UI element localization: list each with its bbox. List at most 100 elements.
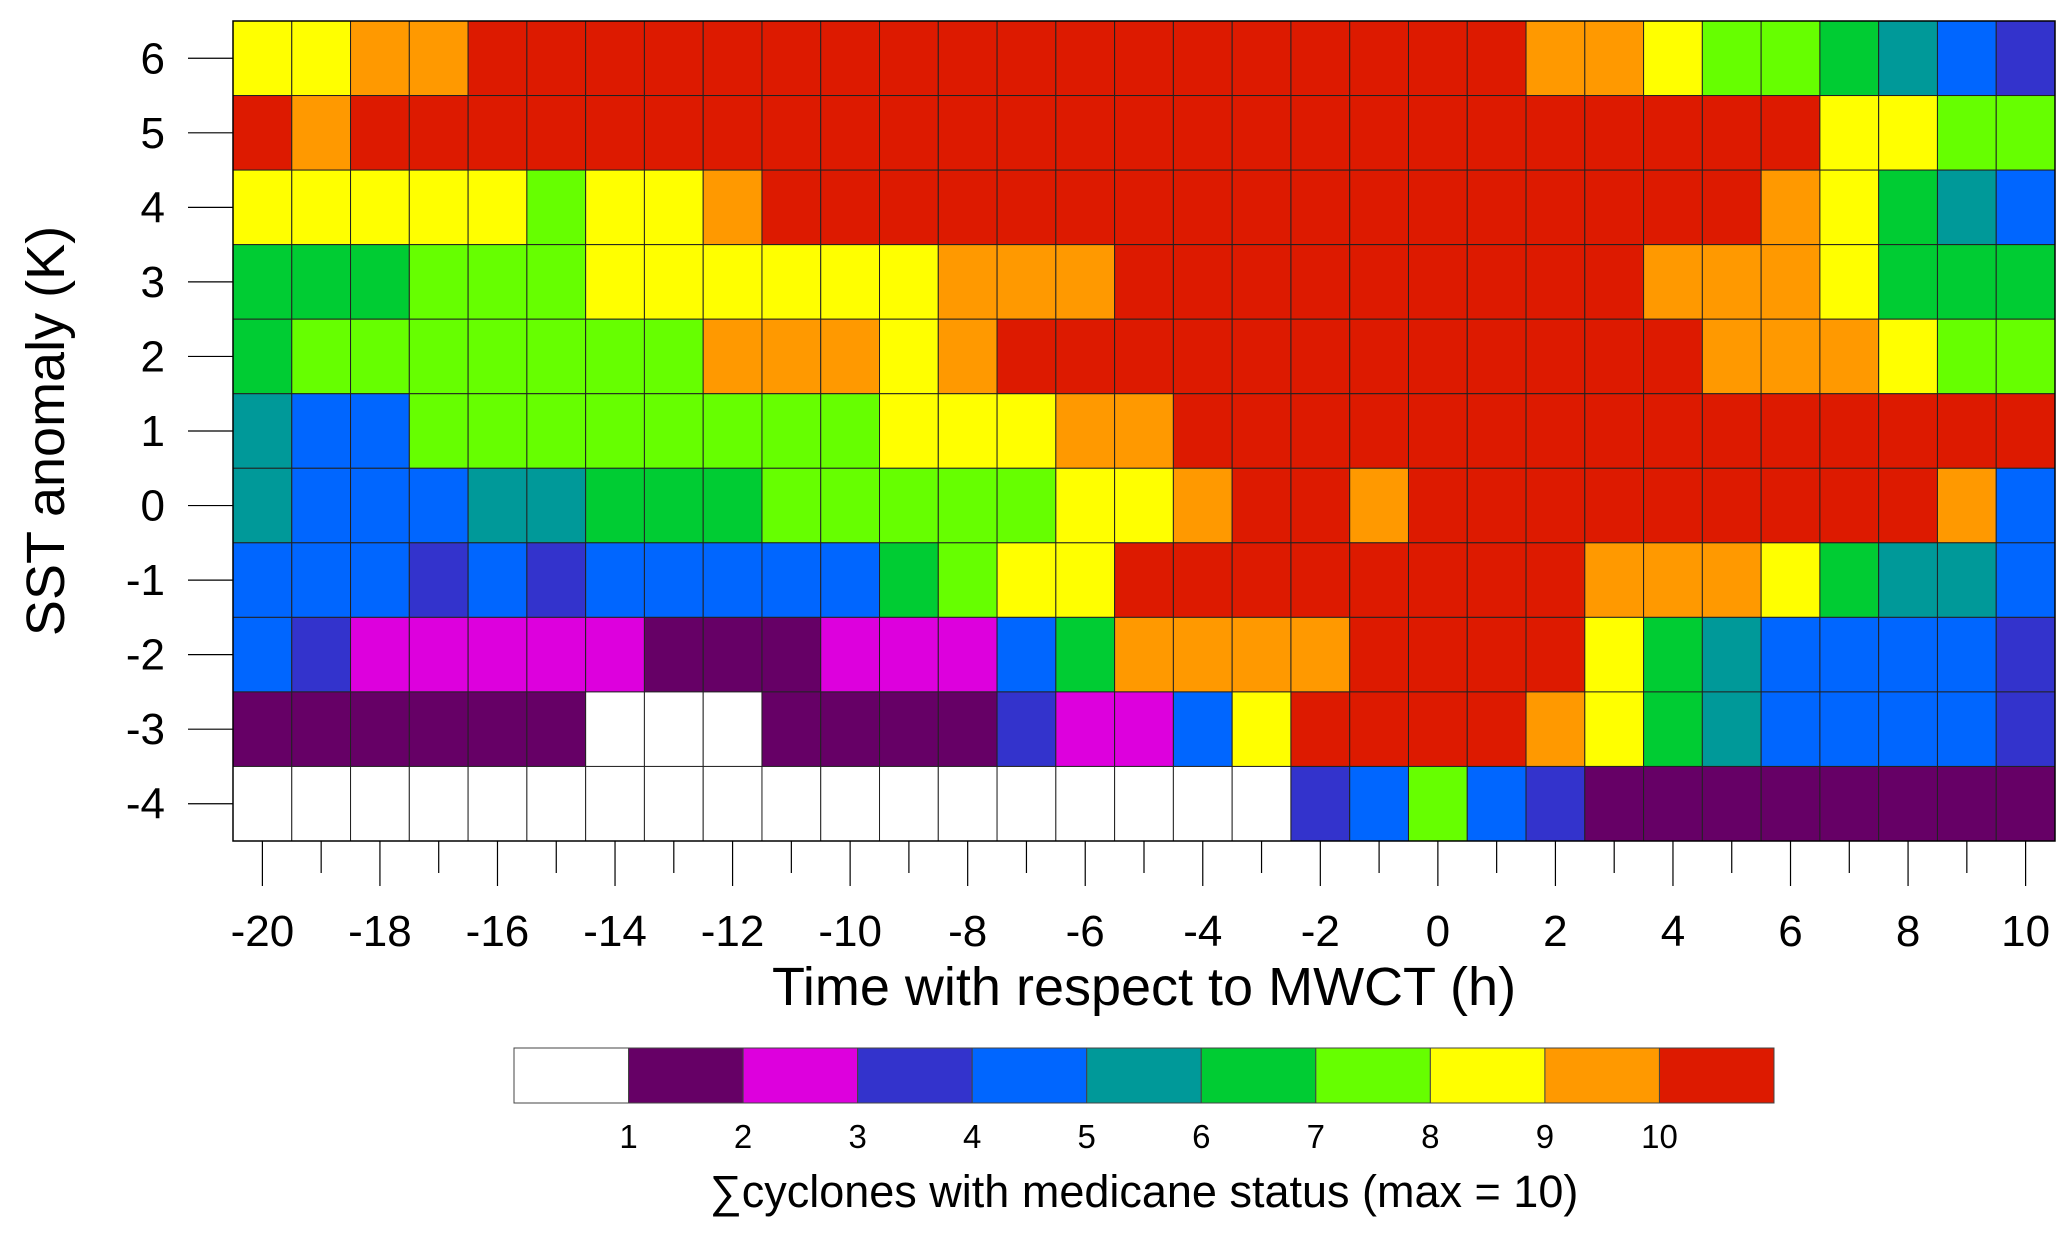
heatmap-cell	[1290, 616, 1351, 693]
heatmap-cell	[879, 244, 939, 320]
heatmap-cell	[1172, 95, 1233, 171]
heatmap-cell	[879, 467, 939, 544]
heatmap-cell	[1407, 691, 1468, 767]
heatmap-cell	[350, 244, 410, 320]
heatmap-cell	[1055, 616, 1116, 693]
heatmap-cell	[1231, 244, 1292, 320]
heatmap-cell	[291, 95, 352, 171]
y-tick-label: 4	[141, 183, 165, 232]
heatmap-cell	[1643, 95, 1703, 171]
heatmap-cell	[1878, 542, 1938, 618]
heatmap-cell	[937, 616, 998, 693]
heatmap-cell	[408, 169, 469, 246]
heatmap-cell	[1407, 318, 1468, 395]
heatmap-cell	[1936, 393, 1997, 469]
heatmap-cell	[1290, 765, 1351, 842]
heatmap-cell	[1349, 318, 1409, 395]
colorbar-tick-label: 6	[1192, 1118, 1210, 1155]
heatmap-cell	[1349, 95, 1409, 171]
heatmap-cell	[1584, 616, 1645, 693]
y-tick-label: -3	[126, 705, 165, 754]
heatmap-cell	[702, 542, 763, 618]
heatmap-cell	[1172, 318, 1233, 395]
heatmap-cell	[1584, 318, 1645, 395]
heatmap-cell	[937, 318, 998, 395]
heatmap-cell	[1231, 616, 1292, 693]
heatmap-cell	[1525, 20, 1586, 97]
heatmap-cell	[1936, 244, 1997, 320]
heatmap-cell	[879, 393, 939, 469]
colorbar-swatch	[1429, 1047, 1546, 1104]
heatmap-cell	[761, 542, 822, 618]
y-axis-title: SST anomaly (K)	[16, 226, 76, 636]
heatmap-cell	[1936, 20, 1997, 97]
heatmap-cell	[1114, 467, 1174, 544]
heatmap-cell	[643, 95, 704, 171]
heatmap-cell	[1643, 616, 1703, 693]
heatmap-cell	[1466, 542, 1527, 618]
colorbar-tick-label: 8	[1421, 1118, 1439, 1155]
heatmap-cell	[1349, 169, 1409, 246]
y-axis: 6 5 4 3 2 1 0 -1 -2 -3 -4	[126, 34, 233, 829]
x-tick-label: -14	[583, 907, 647, 956]
heatmap-cell	[761, 765, 822, 842]
heatmap-cell	[820, 765, 881, 842]
heatmap-cell	[879, 20, 939, 97]
heatmap-cell	[232, 691, 293, 767]
heatmap-cell	[526, 169, 587, 246]
heatmap-cell	[1466, 765, 1527, 842]
heatmap-cell	[996, 244, 1057, 320]
heatmap-cell	[1995, 616, 2056, 693]
heatmap-cell	[1995, 542, 2056, 618]
heatmap-cell	[937, 169, 998, 246]
heatmap-cell	[1819, 95, 1880, 171]
heatmap-cell	[1055, 169, 1116, 246]
y-tick-label: 2	[141, 332, 165, 381]
heatmap-cell	[350, 542, 410, 618]
heatmap-cell	[1407, 542, 1468, 618]
heatmap-cell	[1231, 691, 1292, 767]
colorbar-tick-label: 5	[1078, 1118, 1096, 1155]
heatmap-cell	[467, 691, 528, 767]
heatmap-cell	[232, 318, 293, 395]
heatmap-cell	[1466, 467, 1527, 544]
heatmap-cell	[761, 20, 822, 97]
heatmap-cell	[1114, 169, 1174, 246]
heatmap-cell	[643, 691, 704, 767]
heatmap-cell	[1995, 169, 2056, 246]
heatmap-cell	[408, 244, 469, 320]
heatmap-cell	[702, 393, 763, 469]
heatmap-cell	[1701, 691, 1762, 767]
heatmap-cell	[820, 244, 881, 320]
heatmap-cell	[1114, 393, 1174, 469]
heatmap-cell	[1936, 95, 1997, 171]
heatmap-cell	[585, 542, 645, 618]
heatmap-cell	[879, 616, 939, 693]
heatmap-cell	[1878, 467, 1938, 544]
heatmap-cell	[291, 765, 352, 842]
heatmap-cell	[467, 765, 528, 842]
colorbar-swatch	[857, 1047, 973, 1104]
heatmap-cell	[1525, 467, 1586, 544]
heatmap-cell	[1584, 95, 1645, 171]
heatmap-cell	[1878, 20, 1938, 97]
heatmap-cell	[1584, 393, 1645, 469]
heatmap-cell	[643, 169, 704, 246]
heatmap-cell	[1584, 467, 1645, 544]
heatmap-cell	[1349, 616, 1409, 693]
colorbar-swatch	[628, 1047, 744, 1104]
heatmap-cell	[1936, 169, 1997, 246]
heatmap-cell	[1466, 95, 1527, 171]
heatmap-cell	[702, 691, 763, 767]
x-tick-label: -2	[1301, 907, 1340, 956]
heatmap-cell	[1525, 95, 1586, 171]
heatmap-cell	[996, 691, 1057, 767]
heatmap-cell	[1643, 765, 1703, 842]
y-tick-label: 6	[141, 34, 165, 83]
colorbar-tick-label: 7	[1307, 1118, 1325, 1155]
heatmap-cell	[1819, 318, 1880, 395]
heatmap-cell	[643, 318, 704, 395]
colorbar-tick-label: 1	[619, 1118, 637, 1155]
heatmap-cell	[467, 393, 528, 469]
heatmap-cell	[1349, 691, 1409, 767]
